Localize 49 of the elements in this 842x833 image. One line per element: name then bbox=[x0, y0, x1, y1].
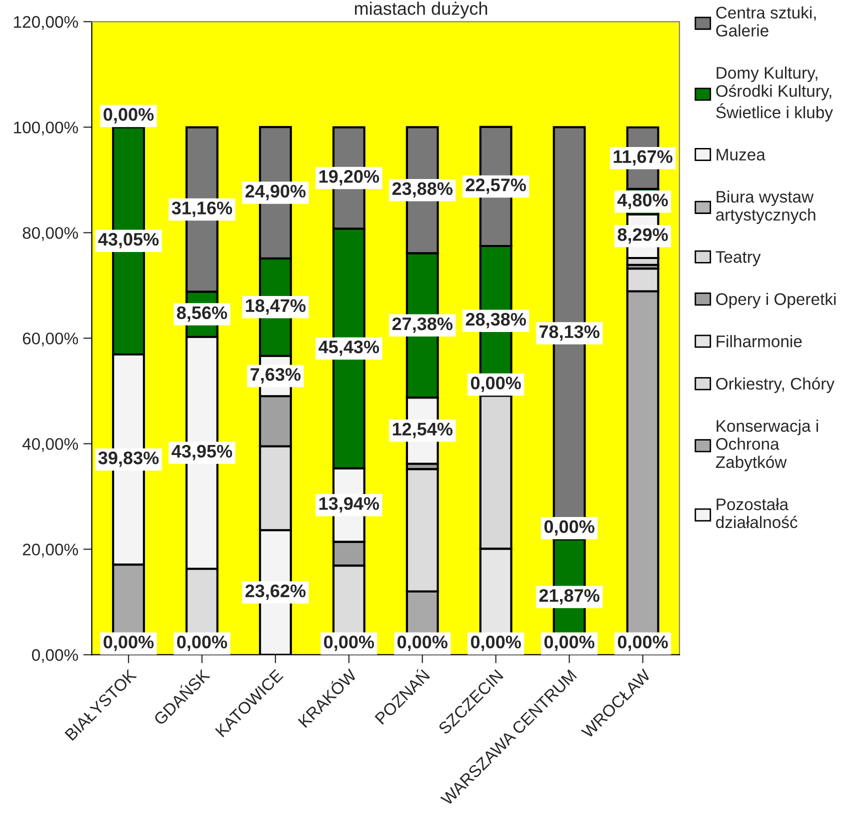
data-label: 27,38% bbox=[392, 317, 453, 333]
y-tick-label: 60,00% bbox=[22, 332, 78, 346]
y-tick-label: 100,00% bbox=[14, 122, 78, 136]
annotation: 0,00% bbox=[544, 636, 594, 652]
legend-label: Opery i Operetki bbox=[716, 292, 836, 308]
annotation: 0,00% bbox=[104, 636, 154, 652]
data-label: 18,47% bbox=[246, 299, 306, 315]
data-label: 39,83% bbox=[98, 452, 159, 467]
data-label: 45,43% bbox=[318, 340, 380, 356]
data-label: 43,05% bbox=[98, 232, 159, 248]
annotation: 0,00% bbox=[177, 636, 228, 652]
legend-label: Pozostała działalność bbox=[716, 498, 798, 528]
y-tick-label: 20,00% bbox=[22, 544, 78, 558]
annotation: 0,00% bbox=[470, 376, 521, 392]
annotation: 0,00% bbox=[544, 520, 594, 536]
y-tick-label: 80,00% bbox=[22, 227, 78, 241]
legend-label: Biura wystaw artystycznych bbox=[716, 190, 816, 224]
data-label: 8,29% bbox=[618, 228, 668, 244]
data-label: 8,56% bbox=[176, 306, 228, 322]
legend-label: Centra sztuki, Galerie bbox=[716, 6, 816, 37]
data-label: 28,38% bbox=[466, 312, 526, 328]
y-tick-label: 40,00% bbox=[22, 438, 78, 452]
chart-title: miastach dużych bbox=[354, 2, 488, 18]
data-label: 23,62% bbox=[245, 584, 306, 600]
y-tick-label: 120,00% bbox=[14, 16, 78, 30]
data-label: 12,54% bbox=[392, 422, 453, 438]
data-label: 7,63% bbox=[250, 368, 301, 384]
legend-label: Teatry bbox=[716, 251, 761, 266]
data-label: 23,88% bbox=[392, 182, 453, 198]
legend-label: Konserwacja i Ochrona Zabytków bbox=[716, 420, 818, 472]
data-label: 22,57% bbox=[466, 178, 526, 194]
data-label: 19,20% bbox=[319, 170, 380, 186]
annotation: 0,00% bbox=[470, 636, 521, 652]
legend-label: Orkiestry, Chóry bbox=[716, 377, 834, 393]
annotation: 0,00% bbox=[104, 108, 154, 124]
data-label: 31,16% bbox=[172, 202, 232, 217]
annotation: 0,00% bbox=[397, 636, 448, 652]
data-label: 78,13% bbox=[539, 325, 600, 341]
data-label: 13,94% bbox=[319, 497, 380, 513]
annotation: 0,00% bbox=[618, 636, 668, 652]
data-label: 21,87% bbox=[539, 589, 600, 605]
data-label: 11,67% bbox=[614, 150, 672, 166]
y-tick-label: 0,00% bbox=[32, 649, 78, 663]
legend-label: Filharmonie bbox=[716, 335, 802, 348]
data-label: 24,90% bbox=[245, 184, 306, 200]
data-label: 43,95% bbox=[172, 444, 232, 460]
legend-label: Muzea bbox=[716, 148, 766, 161]
annotation: 0,00% bbox=[324, 636, 374, 652]
legend-label: Domy Kultury, Ośrodki Kultury, Świetlice i kluby bbox=[716, 66, 833, 122]
